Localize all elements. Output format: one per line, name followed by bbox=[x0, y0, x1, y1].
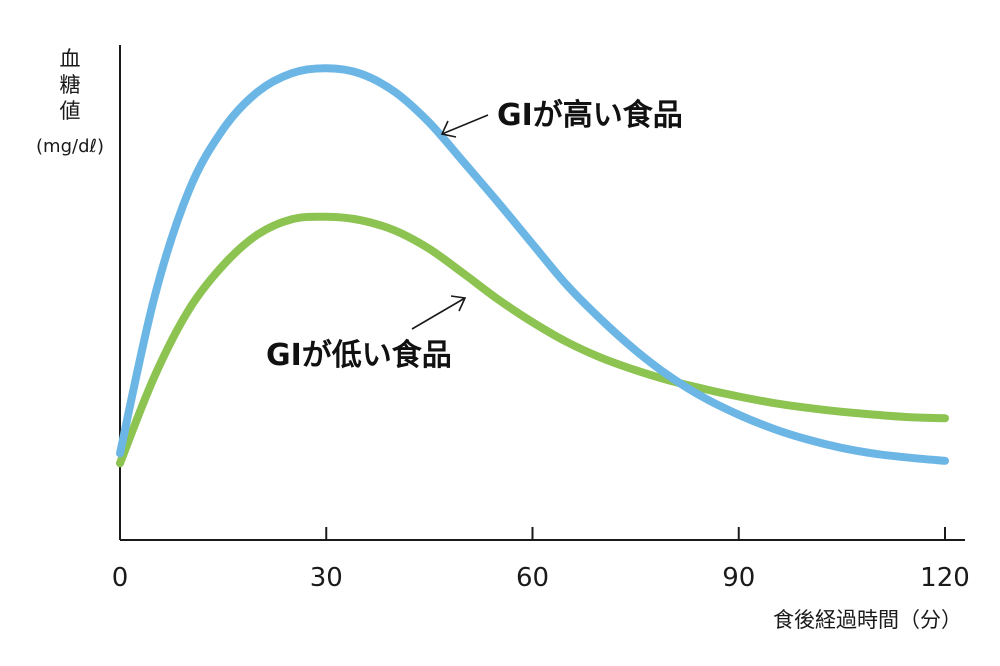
series-layer bbox=[116, 64, 949, 468]
annotation-arrowhead-low bbox=[450, 295, 467, 312]
x-tick-label: 120 bbox=[920, 563, 970, 593]
annotation-arrow-low bbox=[411, 297, 466, 330]
x-tick-label: 0 bbox=[112, 563, 129, 593]
y-axis-title-char: 血 bbox=[60, 47, 81, 71]
annotation-arrowhead-high bbox=[440, 120, 457, 138]
annotation-high-gi: GIが高い食品 bbox=[440, 98, 683, 138]
annotation-label-low: GIが低い食品 bbox=[266, 338, 452, 373]
x-ticks: 0 30 60 90 120 bbox=[112, 527, 970, 593]
y-axis-title: 血 糖 値 (mg/dℓ) bbox=[36, 47, 104, 157]
annotation-arrow-high bbox=[441, 114, 489, 135]
x-axis-title: 食後経過時間（分） bbox=[773, 608, 962, 632]
annotation-low-gi: GIが低い食品 bbox=[266, 295, 467, 373]
x-tick-label: 90 bbox=[722, 563, 755, 593]
y-axis-title-char: 値 bbox=[60, 99, 81, 123]
x-tick-label: 60 bbox=[516, 563, 549, 593]
series-line-low-gi bbox=[116, 212, 949, 468]
y-axis-unit: (mg/dℓ) bbox=[36, 136, 104, 157]
x-tick-label: 30 bbox=[310, 563, 343, 593]
y-axis-title-char: 糖 bbox=[60, 73, 81, 97]
annotation-label-high: GIが高い食品 bbox=[497, 98, 683, 133]
series-line-high-gi bbox=[116, 64, 949, 465]
